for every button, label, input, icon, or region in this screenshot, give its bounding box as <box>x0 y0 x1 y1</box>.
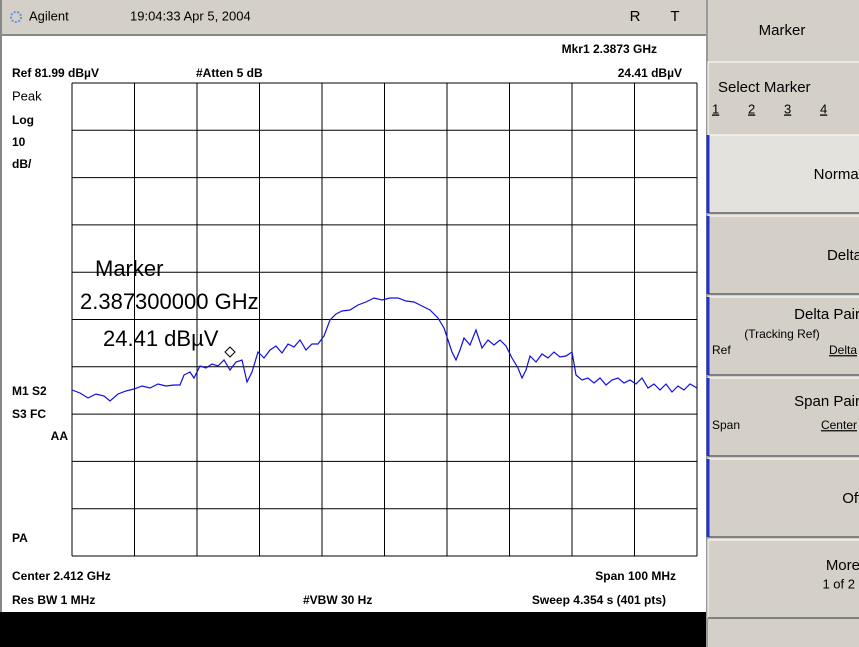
softkey-option: 1 <box>712 101 719 116</box>
flag: T <box>670 8 679 25</box>
softkey-label: Normal <box>814 166 859 183</box>
center-frequency: Center 2.412 GHz <box>12 569 111 583</box>
softkey[interactable]: More 1 of 2 <box>707 539 859 619</box>
softkey-face <box>707 134 859 214</box>
marker-amplitude: 24.41 dBµV <box>618 66 682 80</box>
message-bar <box>0 612 706 647</box>
softkey[interactable]: Normal <box>706 134 859 214</box>
softkey[interactable]: Delta Pair (Tracking Ref) Ref Delta <box>706 296 859 376</box>
softkey[interactable]: Delta <box>706 215 859 295</box>
flag: R <box>630 8 641 25</box>
softkey-option: 3 <box>784 101 791 116</box>
status-border <box>0 34 706 36</box>
brand: Agilent <box>29 8 69 23</box>
graticule <box>71 82 698 557</box>
left-label: Peak <box>12 88 42 103</box>
softkey-left: Span <box>712 418 740 432</box>
softkey-label: Span Pair <box>794 393 859 410</box>
softkey-right: Center <box>821 418 857 432</box>
screen-border <box>0 0 2 612</box>
softkey[interactable]: Off <box>706 458 859 538</box>
softkey-label: Delta Pair <box>794 306 859 323</box>
softkey[interactable]: Span Pair Span Center <box>706 377 859 457</box>
softkey-face <box>707 377 859 457</box>
softkey-right: Delta <box>829 343 857 357</box>
softkey-label: Off <box>842 490 859 507</box>
marker-annotation: Marker <box>95 256 163 281</box>
softkey-option: 4 <box>820 101 827 116</box>
left-label: AA <box>51 429 69 443</box>
marker-annotation: 2.387300000 GHz <box>80 289 259 314</box>
left-label: 10 <box>12 135 26 149</box>
softkey-face <box>707 458 859 538</box>
softkey-option: 2 <box>748 101 755 116</box>
resolution-bandwidth: Res BW 1 MHz <box>12 593 95 607</box>
datetime: 19:04:33 Apr 5, 2004 <box>130 8 251 23</box>
softkey-label: Select Marker <box>718 79 811 96</box>
softkey-left: Ref <box>712 343 731 357</box>
attenuation: #Atten 5 dB <box>196 66 263 80</box>
left-label: PA <box>12 531 28 545</box>
menu-title: Marker <box>759 22 806 39</box>
softkey-sub: (Tracking Ref) <box>744 327 820 341</box>
marker-frequency: Mkr1 2.3873 GHz <box>562 42 657 56</box>
softkey-face <box>707 215 859 295</box>
span: Span 100 MHz <box>595 569 676 583</box>
softkey[interactable]: Select Marker 1 2 3 4 <box>707 61 859 141</box>
softkey-face <box>707 296 859 376</box>
softkey-label: More <box>826 557 859 574</box>
video-bandwidth: #VBW 30 Hz <box>303 593 372 607</box>
marker-symbol <box>224 346 236 358</box>
left-label: S3 FC <box>12 407 46 421</box>
reference-level: Ref 81.99 dBµV <box>12 66 99 80</box>
marker-annotation: 24.41 dBµV <box>103 326 219 351</box>
softkey-label: Delta <box>827 247 859 264</box>
agilent-logo <box>10 11 22 23</box>
softkey-face <box>707 61 859 141</box>
softkeys: Select Marker 1 2 3 4 Normal Delta Delta Pair (T… <box>706 61 859 619</box>
trace <box>71 297 698 402</box>
left-label: M1 S2 <box>12 384 47 398</box>
status-bar <box>0 0 706 34</box>
left-label: Log <box>12 113 34 127</box>
softkey-sub: 1 of 2 <box>822 576 855 591</box>
screen <box>0 0 706 612</box>
sweep: Sweep 4.354 s (401 pts) <box>532 593 666 607</box>
left-label: dB/ <box>12 157 32 171</box>
